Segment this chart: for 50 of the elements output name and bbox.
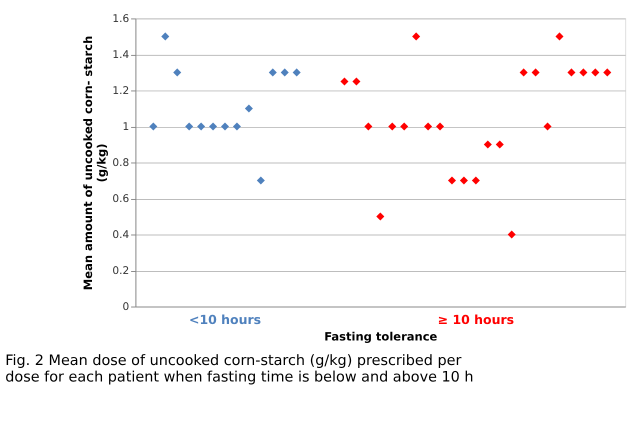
point <box>232 122 241 130</box>
y-tick-label: 1.6 <box>112 12 130 25</box>
point <box>496 140 504 148</box>
point <box>424 122 432 130</box>
point <box>185 122 194 130</box>
y-tick-label: 0.8 <box>112 156 130 169</box>
y-tick-label: 0 <box>122 300 130 313</box>
point <box>388 122 396 130</box>
point <box>376 212 384 221</box>
point <box>280 68 289 76</box>
point <box>352 77 360 86</box>
y-tick-label: 1.2 <box>112 84 130 97</box>
point <box>591 68 600 76</box>
y-tick-label: 0.6 <box>112 192 130 205</box>
point <box>520 68 528 76</box>
point <box>244 104 253 112</box>
point <box>436 122 444 130</box>
point <box>161 32 170 40</box>
point <box>292 68 301 76</box>
point <box>268 68 277 76</box>
point <box>532 68 540 76</box>
text: <10 hours <box>188 312 262 327</box>
text: ≥ 10 hours <box>438 312 514 327</box>
point <box>197 122 206 130</box>
y-tick-label: 0.2 <box>112 264 130 277</box>
point <box>412 32 420 40</box>
x-axis-title: Fasting tolerance <box>324 330 438 344</box>
point <box>484 140 492 148</box>
point <box>579 68 588 76</box>
point <box>603 68 612 76</box>
point <box>555 32 564 40</box>
point <box>256 176 265 185</box>
point <box>209 122 218 130</box>
caption: Fig. 2 Mean dose of uncooked corn-starch (g/kg) prescribed per dose for each patient when fasting time is below and above 10 h <box>5 353 474 386</box>
y-tick-label: 1 <box>122 120 130 133</box>
point <box>472 176 480 185</box>
y-axis-title: Mean amount of uncooked corn- starch (g/kg) <box>81 36 109 290</box>
point <box>340 77 348 86</box>
point <box>400 122 408 130</box>
point <box>508 230 516 239</box>
point <box>173 68 182 76</box>
point <box>149 122 158 130</box>
y-tick-label: 0.4 <box>112 228 130 241</box>
point <box>220 122 230 130</box>
point <box>544 122 552 130</box>
point <box>460 176 468 185</box>
point <box>364 122 372 130</box>
point <box>448 176 456 185</box>
y-tick-label: 1.4 <box>112 48 130 61</box>
point <box>567 68 576 76</box>
